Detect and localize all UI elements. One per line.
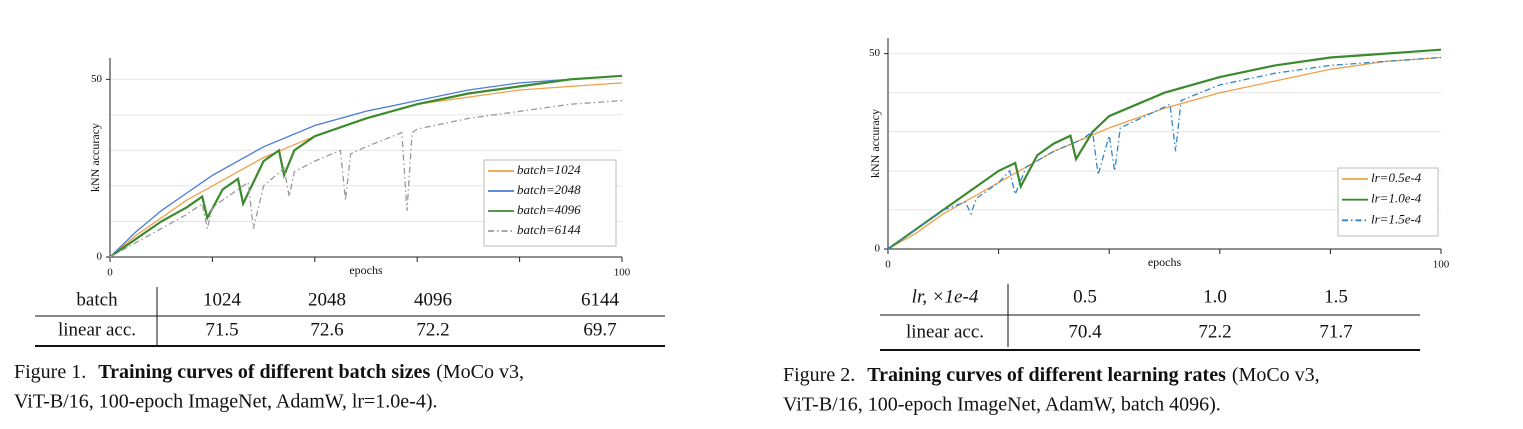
table-cell: linear acc. [906, 321, 984, 342]
table-cell: 2048 [308, 289, 346, 310]
legend-label: batch=6144 [517, 222, 581, 237]
table-cell: 71.7 [1319, 321, 1352, 342]
caption-text: ViT-B/16, 100-epoch ImageNet, AdamW, lr=… [14, 391, 438, 413]
table-cell: 72.2 [416, 319, 449, 340]
caption-text: ViT-B/16, 100-epoch ImageNet, AdamW, bat… [783, 394, 1221, 416]
table-cell: 1.0 [1203, 286, 1227, 307]
caption: Figure 1. Training curves of different ba… [14, 361, 524, 383]
table-cell: 4096 [414, 289, 452, 310]
legend-label: batch=2048 [517, 182, 581, 197]
legend-label: lr=0.5e-4 [1371, 170, 1422, 185]
table-cell: lr, ×1e-4 [912, 286, 979, 307]
x-axis-label: epochs [349, 263, 383, 277]
y-axis-label: kNN accuracy [88, 123, 102, 192]
line [109, 99, 623, 258]
table-cell: 6144 [581, 289, 620, 310]
caption: Figure 2. Training curves of different le… [783, 364, 1320, 386]
table-cell: 1.5 [1324, 286, 1348, 307]
x-axis-label: epochs [1148, 255, 1182, 269]
table-cell: 70.4 [1068, 321, 1102, 342]
table-cell: linear acc. [58, 319, 136, 340]
y-tick-label: 0 [875, 243, 881, 255]
line [109, 75, 623, 258]
y-axis-label: kNN accuracy [868, 109, 882, 178]
line [887, 48, 1442, 250]
caption-label: Figure 1. [14, 361, 86, 383]
caption-title: Training curves of different batch sizes [98, 361, 430, 383]
line [887, 56, 1442, 250]
table-cell: 0.5 [1073, 286, 1097, 307]
y-tick-label: 50 [869, 47, 881, 59]
line [109, 82, 623, 258]
table-cell: 72.2 [1198, 321, 1231, 342]
table-cell: 1024 [203, 289, 242, 310]
x-tick-label: 100 [614, 267, 631, 279]
legend-label: batch=4096 [517, 202, 581, 217]
x-tick-label: 0 [107, 267, 113, 279]
caption-text: (MoCo v3, [436, 361, 524, 383]
table-cell: 71.5 [205, 319, 238, 340]
x-tick-label: 0 [885, 259, 891, 271]
legend-label: lr=1.5e-4 [1371, 211, 1422, 226]
table-cell: 72.6 [310, 319, 343, 340]
legend-label: batch=1024 [517, 162, 581, 177]
caption-title: Training curves of different learning ra… [867, 364, 1226, 386]
legend-label: lr=1.0e-4 [1371, 191, 1422, 206]
line [109, 74, 623, 258]
y-tick-label: 50 [91, 73, 103, 85]
table-cell: batch [76, 289, 118, 310]
table-cell: 69.7 [583, 319, 616, 340]
x-tick-label: 100 [1433, 259, 1450, 271]
caption-label: Figure 2. [783, 364, 855, 386]
caption-text: (MoCo v3, [1232, 364, 1320, 386]
y-tick-label: 0 [97, 251, 103, 263]
